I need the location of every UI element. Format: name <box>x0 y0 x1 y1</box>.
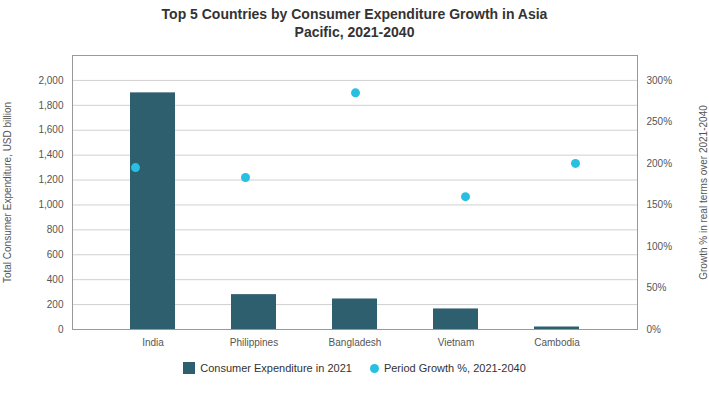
svg-text:0: 0 <box>58 324 64 335</box>
svg-text:1,600: 1,600 <box>38 124 63 135</box>
svg-text:600: 600 <box>47 249 64 260</box>
svg-text:Philippines: Philippines <box>230 337 278 348</box>
svg-text:Total Consumer Expenditure, US: Total Consumer Expenditure, USD billion <box>2 102 13 283</box>
html-text:Top 5 Countries by Consumer Ex: Top 5 Countries by Consumer Expenditure … <box>161 6 548 40</box>
svg-text:1,800: 1,800 <box>38 100 63 111</box>
svg-text:800: 800 <box>47 224 64 235</box>
svg-text:250%: 250% <box>647 116 673 127</box>
svg-text:1,000: 1,000 <box>38 199 63 210</box>
svg-text:300%: 300% <box>647 75 673 86</box>
html-text:Period Growth %, 2021-2040: Period Growth %, 2021-2040 <box>383 362 526 374</box>
svg-text:200: 200 <box>47 299 64 310</box>
svg-text:1,200: 1,200 <box>38 174 63 185</box>
svg-text:Vietnam: Vietnam <box>438 337 475 348</box>
svg-text:Cambodia: Cambodia <box>534 337 580 348</box>
svg-text:400: 400 <box>47 274 64 285</box>
svg-text:100%: 100% <box>647 241 673 252</box>
svg-text:Growth % in real terms over 20: Growth % in real terms over 2021-2040 <box>698 105 709 280</box>
svg-text:0%: 0% <box>647 324 662 335</box>
svg-text:India: India <box>142 337 164 348</box>
svg-text:150%: 150% <box>647 199 673 210</box>
svg-text:2,000: 2,000 <box>38 75 63 86</box>
svg-text:1,400: 1,400 <box>38 149 63 160</box>
svg-text:50%: 50% <box>647 282 667 293</box>
svg-text:Bangladesh: Bangladesh <box>329 337 382 348</box>
svg-text:200%: 200% <box>647 158 673 169</box>
html-text:Consumer Expenditure in 2021: Consumer Expenditure in 2021 <box>200 362 352 374</box>
